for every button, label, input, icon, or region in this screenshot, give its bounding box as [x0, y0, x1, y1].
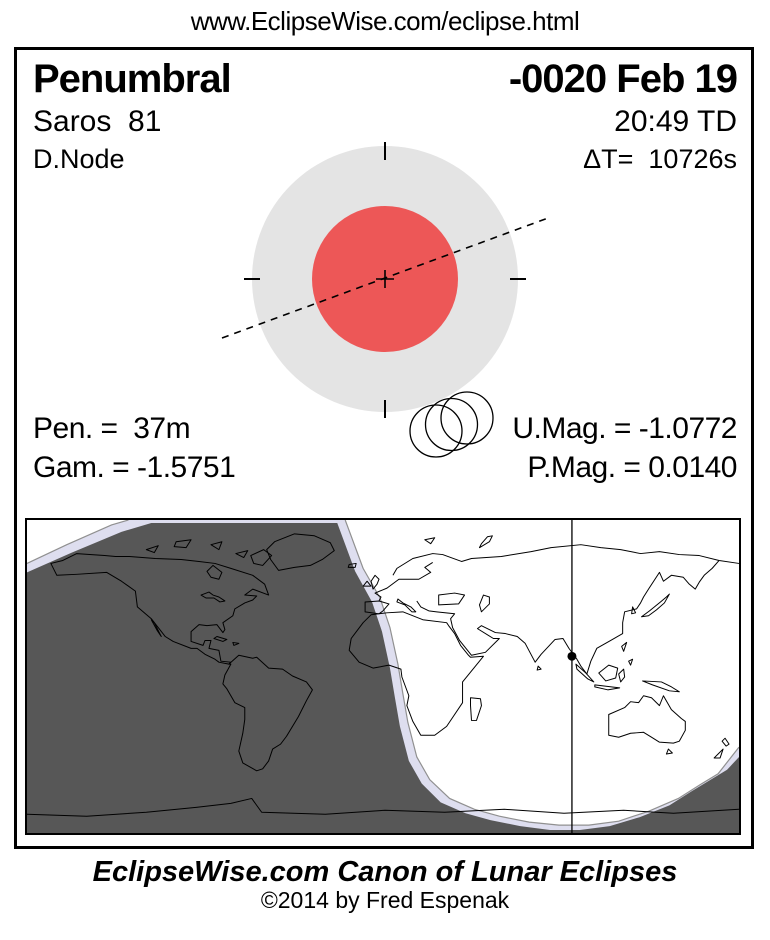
footer-title: EclipseWise.com Canon of Lunar Eclipses — [92, 856, 678, 888]
moon-disk-last-contact — [440, 391, 494, 445]
moon-path-line — [221, 217, 549, 339]
moon-disk-greatest — [424, 397, 479, 452]
greatest-eclipse-time: 20:49 TD — [614, 105, 737, 138]
saros-number: Saros 81 — [33, 105, 162, 138]
penumbral-magnitude: P.Mag. = 0.0140 — [527, 451, 737, 484]
delta-t-value: ΔT= 10726s — [583, 144, 737, 174]
moon-contact-disks — [409, 391, 494, 458]
center-crosshair — [376, 270, 394, 288]
coastlines — [27, 533, 739, 817]
moon-disk-first-contact — [409, 404, 463, 458]
axis-tick-marks — [244, 142, 526, 418]
eclipse-card-border — [14, 47, 754, 849]
sublunar-point — [567, 651, 577, 661]
visibility-map-svg — [27, 520, 739, 833]
source-url: www.EclipseWise.com/eclipse.html — [190, 6, 580, 36]
eclipse-date: -0020 Feb 19 — [508, 57, 738, 101]
visibility-map — [25, 518, 741, 835]
no-visibility-region — [27, 522, 739, 833]
gamma-value: Gam. = -1.5751 — [33, 451, 236, 484]
terminator-outline — [27, 520, 739, 826]
penumbral-duration: Pen. = 37m — [33, 412, 191, 445]
umbral-magnitude: U.Mag. = -1.0772 — [512, 412, 737, 445]
node-label: D.Node — [33, 144, 125, 174]
footer-copyright: ©2014 by Fred Espenak — [260, 887, 510, 913]
eclipse-type-title: Penumbral — [33, 57, 232, 101]
